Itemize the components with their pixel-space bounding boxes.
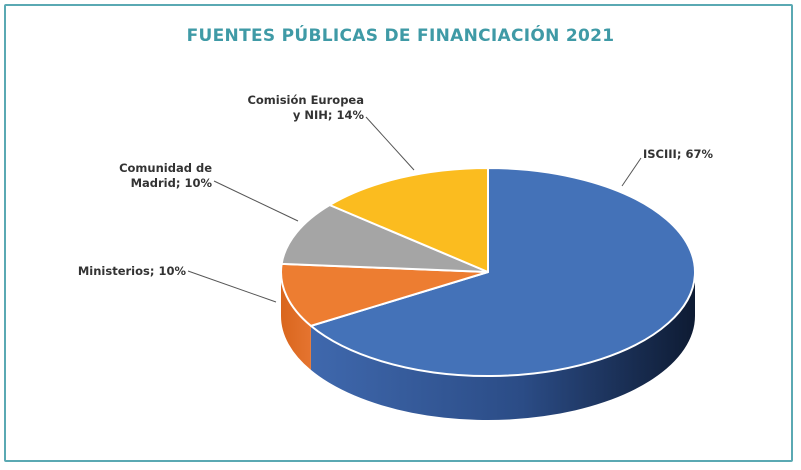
chart-title: FUENTES PÚBLICAS DE FINANCIACIÓN 2021 (186, 26, 615, 46)
side-iscIII (310, 272, 695, 421)
side-ministerios (281, 272, 311, 370)
slice-comunidad (280, 204, 489, 273)
label-iscIII: ISCIII; 67% (643, 147, 713, 161)
leader-line (621, 157, 642, 187)
leader-line (365, 116, 415, 171)
leader-line (213, 180, 299, 222)
label-comunidad: Comunidad de Madrid; 10% (119, 161, 212, 190)
label-ministerios: Ministerios; 10% (78, 264, 187, 278)
label-comision: Comisión Europea y NIH; 14% (247, 93, 364, 122)
leader-line (187, 270, 277, 303)
slice-iscIII (309, 167, 696, 377)
slice-ministerios (280, 262, 489, 327)
slice-comision (328, 167, 489, 273)
